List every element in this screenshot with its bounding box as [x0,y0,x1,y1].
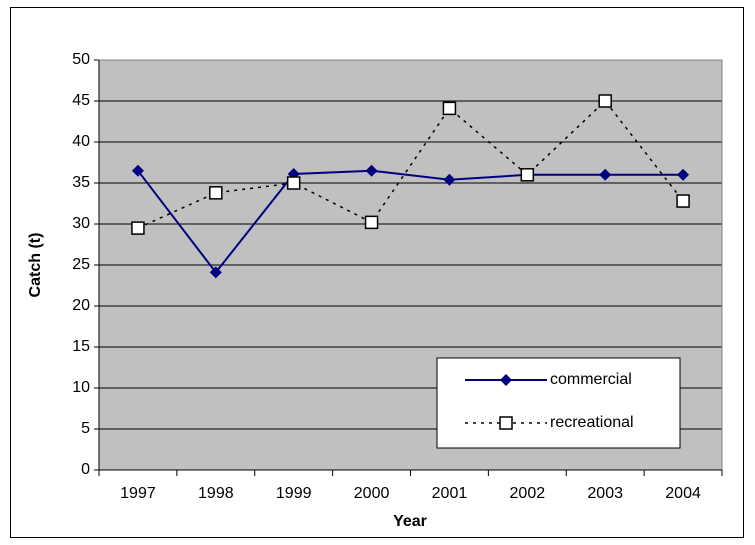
marker [286,176,301,190]
legend-marker [500,374,512,386]
marker [442,101,457,116]
marker [676,194,690,208]
marker [599,168,612,181]
marker [365,164,378,177]
x-tick-label: 2003 [587,485,623,502]
marker [677,168,690,181]
marker [598,94,612,108]
marker [443,173,456,186]
legend-label: commercial [550,371,632,388]
legend-marker [499,416,513,430]
y-axis-label: Catch (t) [27,233,44,298]
x-tick-label: 1999 [276,485,312,502]
y-tick-label: 35 [72,174,90,191]
legend-label: recreational [550,414,634,431]
marker [209,266,222,279]
y-tick-label: 25 [72,256,90,273]
x-tick-label: 2004 [665,485,701,502]
x-tick-label: 2000 [354,485,390,502]
x-tick-label: 1998 [198,485,234,502]
marker [209,186,223,200]
marker [131,164,144,177]
y-tick-label: 40 [72,133,90,150]
marker [364,215,379,230]
x-tick-label: 2001 [432,485,468,502]
y-tick-label: 20 [72,297,90,314]
y-tick-label: 5 [81,420,90,437]
x-tick-label: 1997 [120,485,156,502]
y-tick-label: 10 [72,379,90,396]
legend-box [436,357,681,449]
series-line [137,99,684,229]
y-tick-label: 15 [72,338,90,355]
marker [131,221,145,235]
y-tick-label: 45 [72,92,90,109]
x-tick-label: 2002 [510,485,546,502]
y-tick-label: 0 [81,461,90,478]
series-line [137,169,684,275]
x-axis-label: Year [393,513,427,530]
marker [520,168,535,182]
y-tick-label: 30 [72,215,90,232]
y-tick-label: 50 [72,51,90,68]
